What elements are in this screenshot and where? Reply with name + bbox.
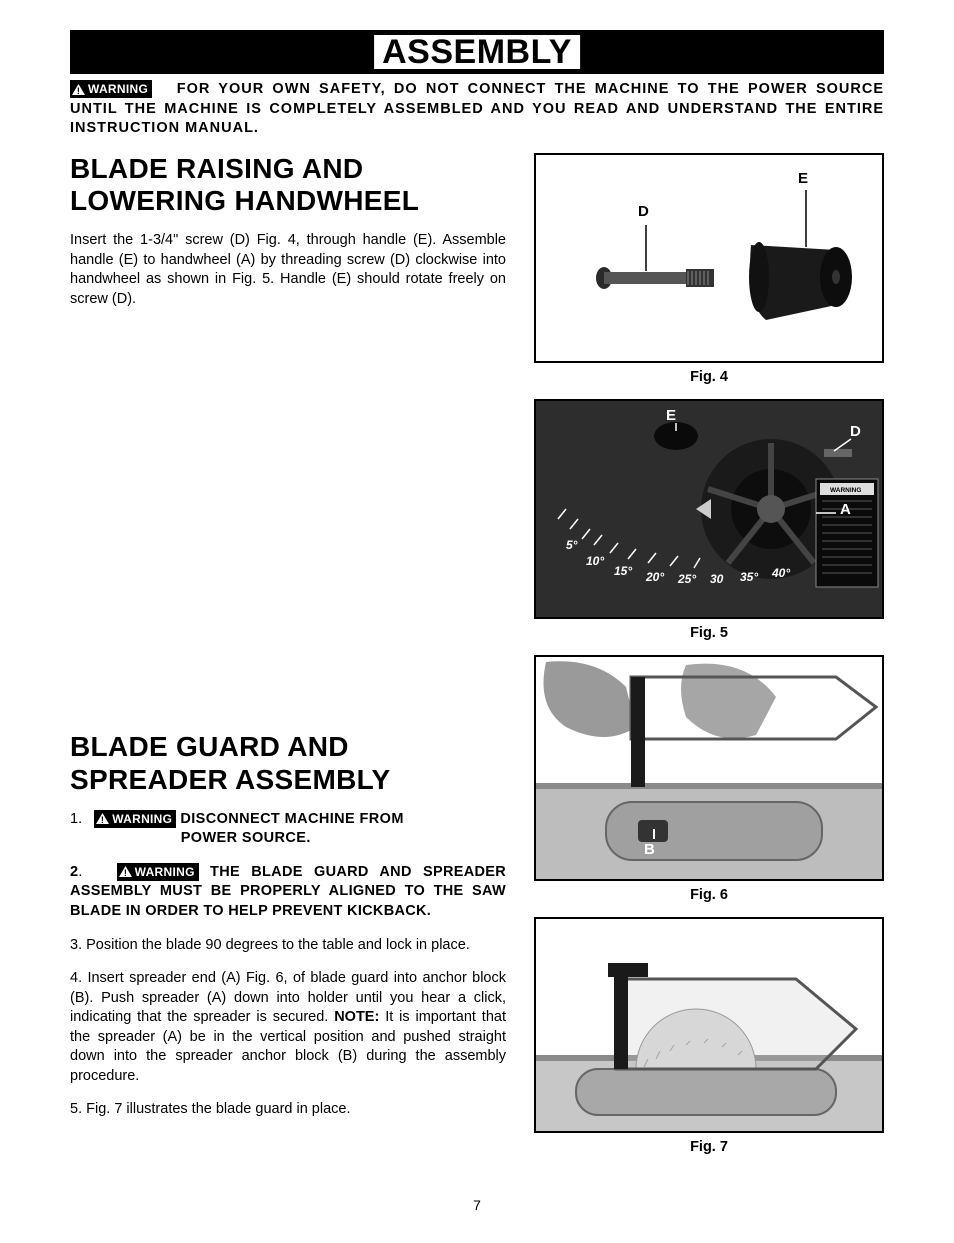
- assembly-banner: ASSEMBLY: [70, 30, 884, 74]
- warning-label: WARNING: [135, 864, 195, 880]
- step4-note-label: NOTE:: [334, 1009, 379, 1025]
- figure-5: 5° 10° 15° 20° 25° 30 35° 40° WARNING E …: [534, 399, 884, 619]
- fig4-label-e: E: [798, 170, 808, 187]
- figure-7: [534, 917, 884, 1133]
- fig4-label-d: D: [638, 203, 649, 220]
- step-1: 1. ! WARNING DISCONNECT MACHINE FROM POW…: [70, 810, 506, 849]
- svg-text:20°: 20°: [645, 570, 664, 584]
- figure-6: A B: [534, 655, 884, 881]
- warning-icon: ! WARNING: [94, 810, 176, 828]
- svg-text:!: !: [101, 815, 104, 824]
- step-2: 2. ! WARNING THE BLADE GUARD AND SPREADE…: [70, 863, 506, 922]
- step-4: 4. Insert spreader end (A) Fig. 6, of bl…: [70, 969, 506, 1086]
- fig6-label-b: B: [644, 841, 655, 858]
- svg-text:35°: 35°: [740, 570, 758, 584]
- warning-label: WARNING: [112, 811, 172, 827]
- svg-text:!: !: [123, 868, 126, 877]
- assembly-banner-title: ASSEMBLY: [374, 35, 580, 69]
- left-column: BLADE RAISING AND LOWERING HANDWHEEL Ins…: [70, 153, 506, 1169]
- step-5: 5. Fig. 7 illustrates the blade guard in…: [70, 1100, 506, 1120]
- section2-heading: BLADE GUARD AND SPREADER ASSEMBLY: [70, 731, 506, 795]
- svg-text:15°: 15°: [614, 564, 632, 578]
- svg-text:5°: 5°: [566, 538, 578, 552]
- right-column: D E Fig. 4: [534, 153, 884, 1169]
- section1-body: Insert the 1-3/4" screw (D) Fig. 4, thro…: [70, 231, 506, 309]
- warning-icon: ! WARNING: [70, 80, 152, 98]
- svg-text:WARNING: WARNING: [830, 487, 861, 494]
- warning-label: WARNING: [88, 81, 148, 97]
- fig5-label-a: A: [840, 501, 851, 518]
- fig5-label-d: D: [850, 423, 861, 440]
- fig6-caption: Fig. 6: [534, 887, 884, 903]
- top-warning-text: FOR YOUR OWN SAFETY, DO NOT CONNECT THE …: [70, 81, 884, 136]
- warning-icon: ! WARNING: [117, 863, 199, 881]
- page-number: 7: [70, 1197, 884, 1213]
- step-3: 3. Position the blade 90 degrees to the …: [70, 936, 506, 956]
- svg-text:30: 30: [710, 572, 724, 586]
- fig5-caption: Fig. 5: [534, 625, 884, 641]
- fig5-label-e: E: [666, 407, 676, 424]
- top-safety-warning: ! WARNING FOR YOUR OWN SAFETY, DO NOT CO…: [70, 80, 884, 139]
- fig6-label-a: A: [696, 767, 707, 784]
- figure-4: D E: [534, 153, 884, 363]
- svg-text:!: !: [77, 85, 80, 94]
- svg-text:10°: 10°: [586, 554, 604, 568]
- svg-text:25°: 25°: [677, 572, 696, 586]
- section1-heading: BLADE RAISING AND LOWERING HANDWHEEL: [70, 153, 506, 217]
- fig7-caption: Fig. 7: [534, 1139, 884, 1155]
- fig4-caption: Fig. 4: [534, 369, 884, 385]
- svg-text:40°: 40°: [771, 566, 790, 580]
